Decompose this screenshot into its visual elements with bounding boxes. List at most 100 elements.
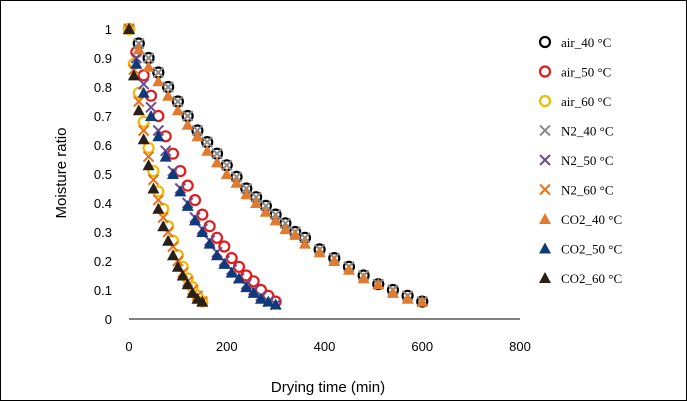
data-point: [211, 147, 223, 160]
data-point: [416, 295, 429, 307]
data-point: [142, 52, 155, 64]
data-point: [152, 130, 165, 142]
data-point: [147, 174, 160, 186]
legend-label: CO2_40 °C: [561, 212, 622, 227]
y-tick-label: 0.9: [94, 51, 112, 66]
data-point: [203, 237, 216, 249]
data-point: [174, 165, 187, 178]
data-point: [386, 286, 399, 298]
data-point: [313, 246, 326, 258]
data-point: [152, 75, 165, 87]
data-point: [221, 159, 233, 172]
data-point: [259, 205, 272, 217]
data-point: [147, 182, 160, 194]
legend-label: N2_60 °C: [561, 183, 614, 198]
data-point: [152, 202, 165, 214]
y-tick-label: 0.8: [94, 80, 112, 95]
data-point: [250, 197, 263, 208]
data-point: [152, 66, 165, 79]
data-point: [142, 141, 155, 154]
data-point: [130, 57, 143, 69]
legend-marker: [539, 272, 551, 283]
data-point: [218, 240, 231, 253]
data-point: [162, 81, 174, 93]
y-tick-label: 0.4: [94, 196, 112, 211]
data-point: [372, 278, 385, 290]
y-tick-label: 0: [105, 312, 112, 327]
data-point: [181, 199, 194, 211]
data-point: [137, 115, 150, 128]
data-point: [357, 272, 370, 284]
data-point: [142, 159, 155, 171]
legend-item: CO2_40 °C: [539, 212, 622, 227]
data-point: [137, 124, 150, 137]
data-point: [289, 228, 302, 240]
data-point: [162, 89, 175, 101]
legend-label: N2_40 °C: [561, 124, 614, 139]
data-point: [210, 156, 223, 168]
data-point: [196, 226, 209, 237]
data-point: [171, 104, 184, 116]
legend-marker: [538, 35, 552, 49]
data-point: [262, 295, 275, 307]
legend: air_40 °C air_50 °C air_60 °C N2_40 °C N2_50…: [538, 35, 622, 286]
data-point: [269, 214, 282, 226]
legend-marker: [539, 242, 551, 254]
y-tick-label: 0.6: [94, 138, 112, 153]
legend-marker: [539, 213, 551, 224]
legend-marker: [539, 154, 551, 166]
y-tick-label: 0.3: [94, 225, 112, 240]
data-point: [401, 292, 414, 304]
data-point: [145, 101, 157, 114]
data-point: [188, 214, 201, 226]
legend-item: air_50 °C: [538, 65, 611, 80]
data-point: [254, 292, 267, 304]
data-point: [171, 260, 184, 272]
x-tick-label: 600: [411, 339, 433, 354]
data-point: [132, 104, 145, 116]
data-point: [247, 286, 260, 298]
y-tick-label: 0.2: [94, 254, 112, 269]
data-point: [328, 255, 341, 266]
x-tick-label: 400: [314, 339, 336, 354]
data-point: [159, 150, 172, 162]
legend-marker: [538, 94, 552, 108]
legend-item: N2_60 °C: [539, 183, 614, 198]
data-point: [133, 95, 145, 108]
data-point: [230, 176, 243, 188]
data-point: [181, 118, 194, 130]
legend-item: air_40 °C: [538, 35, 611, 50]
legend-label: air_60 °C: [561, 94, 611, 109]
x-tick-label: 0: [125, 339, 132, 354]
legend-label: N2_50 °C: [561, 153, 614, 168]
data-point: [132, 43, 145, 55]
legend-marker: [539, 124, 551, 137]
legend-label: air_40 °C: [561, 35, 611, 50]
y-tick-label: 0.5: [94, 167, 112, 182]
y-axis-title: Moisture ratio: [53, 128, 70, 219]
legend-label: CO2_50 °C: [561, 242, 622, 257]
series-0: [122, 22, 429, 308]
legend-item: air_60 °C: [538, 94, 611, 109]
data-point: [269, 298, 282, 310]
legend-marker: [539, 183, 551, 196]
x-tick-label: 200: [216, 339, 238, 354]
y-tick-label: 1: [105, 22, 112, 37]
data-point: [166, 249, 179, 261]
plot-points: [122, 22, 429, 311]
data-point: [142, 150, 155, 163]
data-point: [298, 237, 311, 249]
data-point: [152, 194, 165, 206]
data-point: [201, 136, 213, 148]
data-point: [127, 69, 140, 81]
data-point: [279, 223, 292, 235]
legend-marker: [538, 65, 552, 78]
data-point: [232, 272, 245, 284]
legend-item: CO2_50 °C: [539, 242, 622, 257]
axes: 0 200 400 600 800 0 0.1 0.2 0.3 0.4 0.5 0.6 0.7 0.8 0.…: [94, 22, 531, 354]
data-point: [176, 269, 189, 281]
data-point: [191, 130, 204, 142]
data-point: [144, 110, 157, 121]
x-axis-title: Drying time (min): [271, 379, 385, 396]
